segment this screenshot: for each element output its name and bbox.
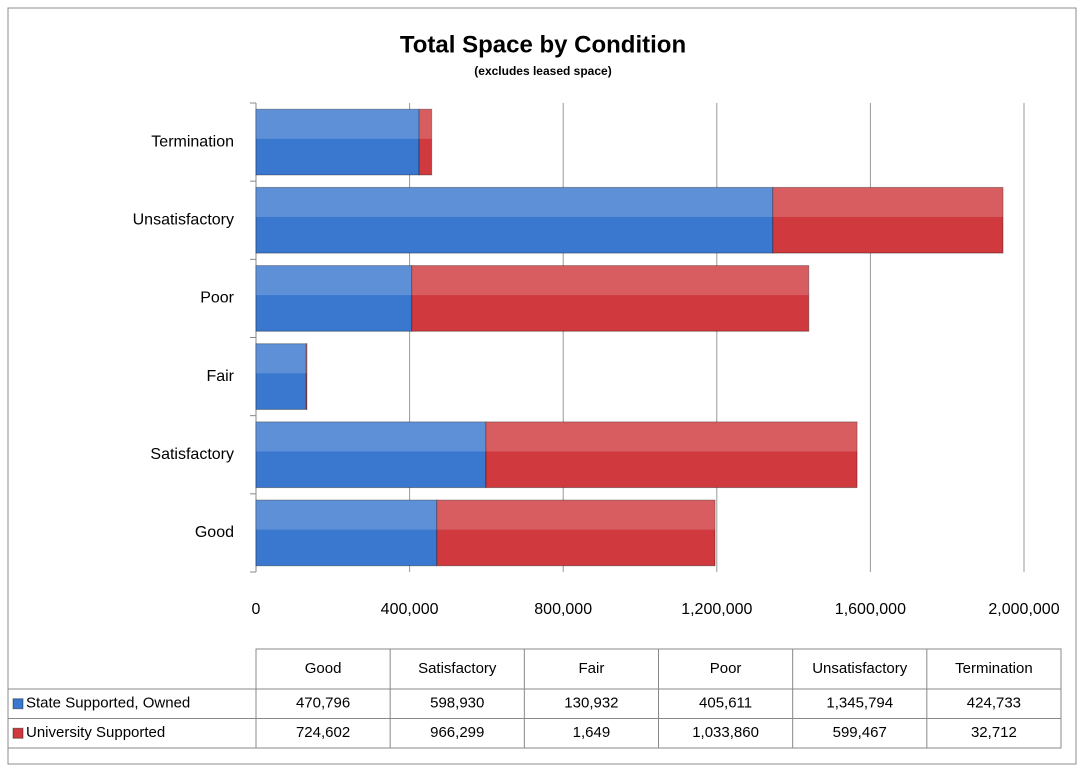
table-cell: 599,467 <box>833 724 887 741</box>
table-cell: 405,611 <box>699 695 752 712</box>
x-tick-label: 1,200,000 <box>681 601 752 618</box>
bar-shine <box>256 265 412 296</box>
bar-shine <box>306 343 307 374</box>
bar-shine <box>256 421 486 452</box>
table-cell: 32,712 <box>971 724 1017 741</box>
table-header: Good <box>305 660 342 677</box>
x-tick-label: 800,000 <box>534 601 592 618</box>
legend-label: State Supported, Owned <box>26 695 190 712</box>
table-cell: 1,033,860 <box>692 724 759 741</box>
bar <box>436 499 716 567</box>
x-tick-label: 1,600,000 <box>835 601 906 618</box>
table-header: Unsatisfactory <box>812 660 908 677</box>
bar <box>255 186 774 254</box>
bar <box>772 186 1004 254</box>
bar <box>255 265 413 332</box>
bar-shine <box>419 109 432 139</box>
table-cell: 1,345,794 <box>826 695 893 712</box>
bar-shine <box>256 343 307 374</box>
bar-shine <box>256 187 773 217</box>
legend-label: University Supported <box>26 724 165 741</box>
legend-key <box>12 698 24 710</box>
bar <box>255 108 420 176</box>
x-tick-label: 0 <box>252 601 261 618</box>
bar <box>305 343 308 410</box>
table-cell: 424,733 <box>967 695 1021 712</box>
table-cell: 724,602 <box>296 724 350 741</box>
table-cell: 470,796 <box>296 695 350 712</box>
bar-shine <box>485 421 858 452</box>
table-header: Fair <box>578 660 604 677</box>
y-tick-label: Poor <box>200 290 234 307</box>
bar <box>418 108 433 176</box>
table-header: Satisfactory <box>418 660 497 677</box>
bar <box>485 421 858 489</box>
bar <box>255 499 438 567</box>
bar <box>411 265 810 332</box>
table-cell: 1,649 <box>573 724 611 741</box>
y-tick-label: Fair <box>206 368 234 385</box>
table-cell: 130,932 <box>564 695 618 712</box>
y-tick-label: Good <box>195 524 234 541</box>
table-row <box>7 718 1062 749</box>
bar-shine <box>411 265 809 296</box>
chart-frame <box>7 7 1077 765</box>
table-header: Poor <box>710 660 742 677</box>
legend-key <box>12 727 24 739</box>
chart-subtitle: (excludes leased space) <box>474 64 611 78</box>
y-tick-label: Satisfactory <box>150 446 234 463</box>
x-tick-label: 400,000 <box>381 601 439 618</box>
y-tick-label: Termination <box>151 133 234 150</box>
chart-title: Total Space by Condition <box>400 31 686 58</box>
table-cell: 966,299 <box>430 724 484 741</box>
table-header: Termination <box>955 660 1033 677</box>
bar-shine <box>256 500 437 530</box>
bar-shine <box>772 187 1003 217</box>
bar-shine <box>256 109 420 139</box>
x-tick-label: 2,000,000 <box>988 601 1059 618</box>
bar <box>255 421 487 489</box>
y-tick-label: Unsatisfactory <box>133 211 234 228</box>
bar-shine <box>436 500 716 530</box>
table-cell: 598,930 <box>430 695 484 712</box>
